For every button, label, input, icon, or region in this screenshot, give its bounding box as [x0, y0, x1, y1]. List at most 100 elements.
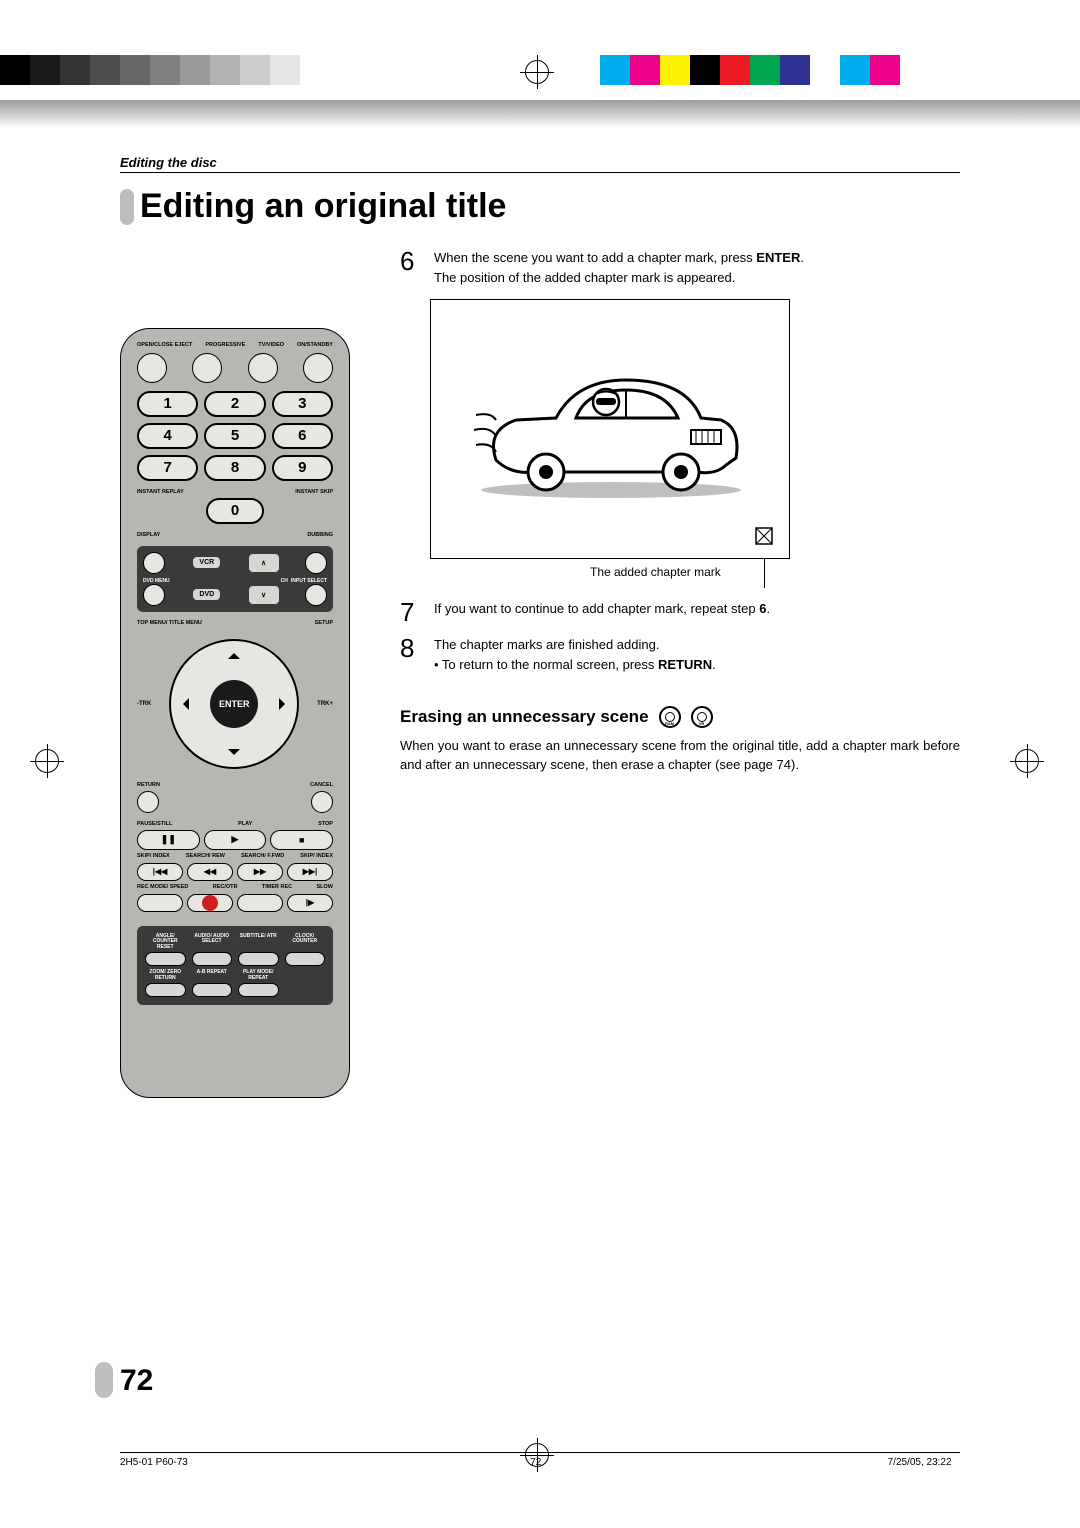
- color-bar: [720, 55, 750, 85]
- return-keyword: RETURN: [658, 657, 712, 672]
- step-7-text-c: .: [766, 601, 770, 616]
- color-bar: [180, 55, 210, 85]
- return-label: RETURN: [137, 782, 160, 788]
- step-number: 8: [400, 635, 424, 674]
- underline: [120, 172, 960, 173]
- page-number: 72: [120, 1364, 153, 1398]
- step-8-bullet-c: .: [712, 657, 716, 672]
- num-3-button: 3: [272, 391, 333, 417]
- step-6-text-a: When the scene you want to add a chapter…: [434, 250, 756, 265]
- color-bar: [840, 55, 870, 85]
- remote-label: ANGLE/ COUNTER RESET: [145, 934, 186, 951]
- up-arrow-icon: [228, 647, 240, 659]
- num-9-button: 9: [272, 455, 333, 481]
- step-6: 6 When the scene you want to add a chapt…: [400, 248, 960, 287]
- registration-mark-top: [525, 60, 555, 90]
- play-button: ▶: [204, 830, 267, 850]
- subtitle-button: [238, 952, 279, 966]
- color-bar: [690, 55, 720, 85]
- subsection-title: Erasing an unnecessary scene: [400, 704, 649, 730]
- trk-minus-label: -TRK: [137, 701, 151, 707]
- stop-button: ■: [270, 830, 333, 850]
- footer: 2H5-01 P60-73 72 7/25/05, 23:22: [120, 1452, 960, 1468]
- pointer-line: [764, 558, 765, 588]
- setup-label: SETUP: [315, 620, 333, 626]
- num-6-button: 6: [272, 423, 333, 449]
- skip-back-button: |◀◀: [137, 863, 183, 881]
- tv-screen-illustration: [430, 299, 790, 559]
- remote-label: SUBTITLE/ ATR: [238, 934, 279, 951]
- color-bar: [240, 55, 270, 85]
- color-bar: [210, 55, 240, 85]
- remote-label: ON/STANDBY: [297, 343, 333, 349]
- repeat-button: [238, 983, 279, 997]
- remote-label: TV/VIDEO: [258, 343, 284, 349]
- standby-button: [303, 353, 333, 383]
- enter-button: ENTER: [210, 680, 258, 728]
- color-bar: [750, 55, 780, 85]
- ffwd-label: SEARCH/ F.FWD: [241, 853, 284, 859]
- num-0-button: 0: [206, 498, 264, 524]
- remote-mid-cluster: VCR ∧ DVD MENU CH INPUT SELECT DVD ∨: [137, 546, 333, 612]
- display-label: DISPLAY: [137, 532, 160, 538]
- footer-page: 72: [397, 1457, 674, 1468]
- gradient-bar: [0, 100, 1080, 128]
- timer-rec-label: TIMER REC: [262, 884, 292, 890]
- dvd-menu-button: [143, 584, 165, 606]
- step-8-bullet-a: • To return to the normal screen, press: [434, 657, 658, 672]
- remote-label: OPEN/CLOSE EJECT: [137, 343, 192, 349]
- car-cartoon-icon: [466, 340, 756, 500]
- step-8: 8 The chapter marks are finished adding.…: [400, 635, 960, 674]
- remote-label: PROGRESSIVE: [205, 343, 245, 349]
- progressive-button: [192, 353, 222, 383]
- dubbing-button: [305, 552, 327, 574]
- step-7: 7 If you want to continue to add chapter…: [400, 599, 960, 625]
- top-menu-label: TOP MENU/ TITLE MENU: [137, 620, 202, 626]
- remote-label: CLOCK/ COUNTER: [285, 934, 326, 951]
- pause-button: ❚❚: [137, 830, 200, 850]
- step-6-line2: The position of the added chapter mark i…: [434, 270, 735, 285]
- rew-button: ◀◀: [187, 863, 233, 881]
- step-6-text-c: .: [800, 250, 804, 265]
- skip-fwd-button: ▶▶|: [287, 863, 333, 881]
- input-select-button: [305, 584, 327, 606]
- zoom-button: [145, 983, 186, 997]
- timer-button: [237, 894, 283, 912]
- page-number-pill-icon: [95, 1362, 113, 1398]
- pause-label: PAUSE/STILL: [137, 821, 172, 827]
- num-8-button: 8: [204, 455, 265, 481]
- page-title: Editing an original title: [140, 187, 506, 226]
- remote-label: AUDIO/ AUDIO SELECT: [192, 934, 233, 951]
- registration-mark-left: [35, 749, 65, 779]
- num-2-button: 2: [204, 391, 265, 417]
- section-header: Editing the disc: [120, 155, 960, 170]
- color-bar: [810, 55, 840, 85]
- down-arrow-icon: [228, 749, 240, 761]
- vcr-button: VCR: [193, 557, 220, 568]
- ram-disc-badge-icon: RAM: [659, 706, 681, 728]
- d-pad: ENTER: [169, 639, 299, 769]
- step-number: 7: [400, 599, 424, 625]
- rec-button: [187, 894, 233, 912]
- remote-bottom-cluster: ANGLE/ COUNTER RESET AUDIO/ AUDIO SELECT S…: [137, 926, 333, 1006]
- skip-back-label: SKIP/ INDEX: [137, 853, 170, 859]
- subsection-erasing: Erasing an unnecessary scene RAM VR When…: [400, 704, 960, 775]
- step-8-line1: The chapter marks are finished adding.: [434, 637, 659, 652]
- audio-button: [192, 952, 233, 966]
- skip-fwd-label: SKIP/ INDEX: [300, 853, 333, 859]
- cancel-button: [311, 791, 333, 813]
- dvd-button: DVD: [193, 589, 220, 600]
- color-bar: [0, 55, 30, 85]
- color-bar: [630, 55, 660, 85]
- display-button: [143, 552, 165, 574]
- slow-button: |▶: [287, 894, 333, 912]
- color-bar: [30, 55, 60, 85]
- color-bar: [780, 55, 810, 85]
- subsection-body: When you want to erase an unnecessary sc…: [400, 736, 960, 775]
- remote-control-illustration: OPEN/CLOSE EJECT PROGRESSIVE TV/VIDEO ON/ST…: [120, 328, 350, 1098]
- angle-button: [145, 952, 186, 966]
- ch-down-button: ∨: [249, 586, 279, 604]
- left-arrow-icon: [177, 698, 189, 710]
- num-7-button: 7: [137, 455, 198, 481]
- slow-label: SLOW: [316, 884, 333, 890]
